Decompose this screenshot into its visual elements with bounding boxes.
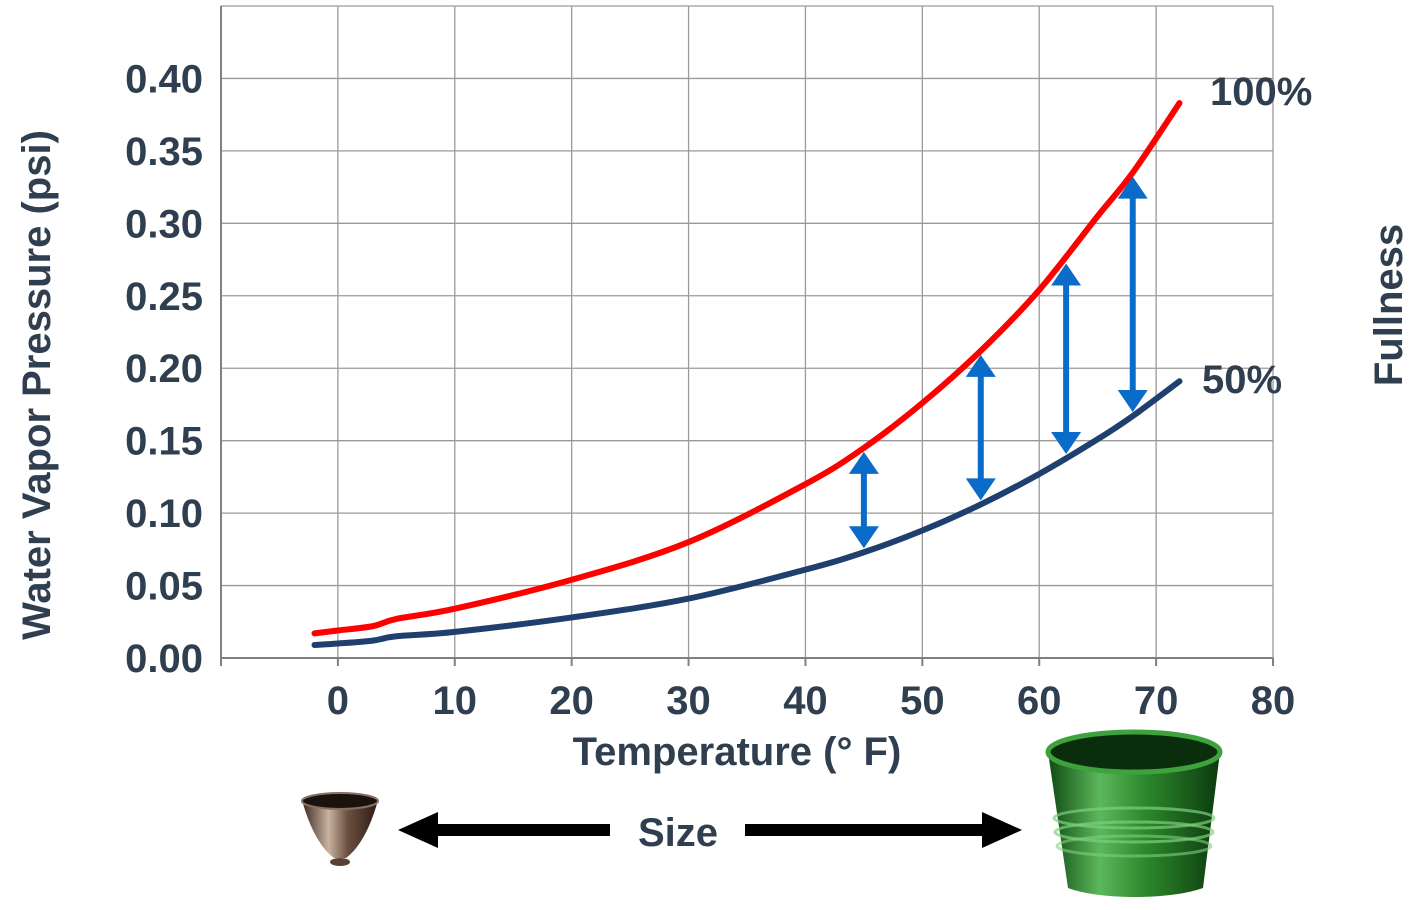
double-arrow xyxy=(965,354,996,501)
x-tick-label: 10 xyxy=(433,679,478,723)
y-tick-label: 0.00 xyxy=(125,637,203,681)
bucket-icon xyxy=(1045,729,1223,897)
arrow-head-down xyxy=(965,478,996,501)
y-tick-label: 0.15 xyxy=(125,420,203,464)
arrow-head-up xyxy=(1117,176,1148,199)
size-label: Size xyxy=(638,811,718,855)
fullness-label: Fullness xyxy=(1367,224,1410,386)
small-cup-icon xyxy=(301,792,379,866)
x-tick-label: 30 xyxy=(666,679,711,723)
y-axis-title: Water Vapor Pressure (psi) xyxy=(15,130,59,640)
x-tick-label: 80 xyxy=(1251,679,1296,723)
series-lines xyxy=(311,100,1183,648)
arrow-head-up xyxy=(1051,263,1082,286)
double-arrow xyxy=(1051,263,1082,455)
arrow-head-up xyxy=(848,451,879,474)
y-tick-label: 0.25 xyxy=(125,275,203,319)
arrow-head-down xyxy=(848,526,879,549)
x-tick-label: 70 xyxy=(1134,679,1179,723)
series-line-50 xyxy=(311,378,1183,648)
double-arrow xyxy=(848,451,879,549)
x-tick-label: 20 xyxy=(549,679,594,723)
series-label-100: 100% xyxy=(1210,70,1312,114)
y-tick-label: 0.35 xyxy=(125,130,203,174)
y-tick-label: 0.40 xyxy=(125,57,203,101)
grid xyxy=(220,5,1274,659)
x-axis-title: Temperature (° F) xyxy=(573,730,902,774)
y-tick-label: 0.10 xyxy=(125,492,203,536)
series-label-50: 50% xyxy=(1202,358,1282,402)
axes xyxy=(220,6,1274,666)
x-tick-label: 0 xyxy=(327,679,349,723)
arrow-head-down xyxy=(1117,390,1148,413)
difference-arrows xyxy=(848,176,1148,549)
arrow-head-up xyxy=(965,354,996,377)
series-line-100 xyxy=(311,100,1183,637)
x-tick-label: 50 xyxy=(900,679,945,723)
x-tick-label: 60 xyxy=(1017,679,1062,723)
y-tick-label: 0.20 xyxy=(125,347,203,391)
left-arrow-icon xyxy=(398,812,610,848)
x-tick-label: 40 xyxy=(783,679,828,723)
arrow-head-down xyxy=(1051,432,1082,455)
right-arrow-icon xyxy=(745,812,1022,848)
y-tick-label: 0.05 xyxy=(125,565,203,609)
double-arrow xyxy=(1117,176,1148,413)
tick-labels: 0 10 20 30 40 50 60 70 80 0.00 0.05 0.10 0.15 0.20 0.2… xyxy=(125,57,1295,723)
size-scale: Size xyxy=(398,811,1022,855)
y-tick-label: 0.30 xyxy=(125,202,203,246)
